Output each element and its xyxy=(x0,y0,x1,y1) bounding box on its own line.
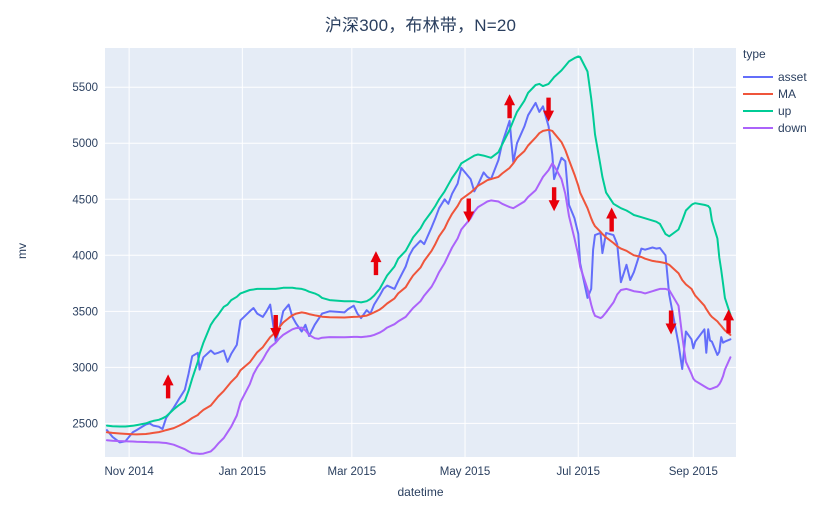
signal-arrow-down xyxy=(665,310,677,335)
y-tick-label: 4000 xyxy=(72,250,98,262)
down-line xyxy=(105,162,732,455)
x-tick-label: Sep 2015 xyxy=(669,466,718,478)
signal-arrow-down xyxy=(543,97,555,122)
chart-title: 沪深300，布林带，N=20 xyxy=(324,16,517,35)
legend-item-up[interactable]: up xyxy=(743,102,807,119)
y-tick-label: 4500 xyxy=(72,194,98,206)
plot-area[interactable] xyxy=(105,48,736,457)
legend-swatch-asset xyxy=(743,75,773,78)
x-tick-label: Nov 2014 xyxy=(105,466,155,478)
legend-items: asset MA up down xyxy=(743,68,807,136)
legend: type asset MA up down xyxy=(743,47,807,136)
asset-line xyxy=(105,101,732,444)
signal-arrow-up xyxy=(504,94,516,119)
signal-arrow-up xyxy=(370,251,382,276)
legend-swatch-MA xyxy=(743,92,773,95)
signal-arrow-down xyxy=(463,198,475,223)
signal-arrow-up xyxy=(162,374,174,399)
y-tick-label: 5500 xyxy=(72,82,98,94)
x-tick-label: May 2015 xyxy=(440,466,491,478)
legend-label: MA xyxy=(778,86,796,101)
up-line xyxy=(105,55,732,428)
y-tick-label: 3000 xyxy=(72,362,98,374)
legend-label: asset xyxy=(778,69,807,84)
x-tick-label: Jan 2015 xyxy=(219,466,266,478)
signal-arrow-down xyxy=(548,187,560,212)
legend-swatch-down xyxy=(743,126,773,129)
signal-arrow-up xyxy=(723,309,735,334)
legend-swatch-up xyxy=(743,109,773,112)
legend-item-MA[interactable]: MA xyxy=(743,85,807,102)
y-tick-label: 2500 xyxy=(72,418,98,430)
legend-item-down[interactable]: down xyxy=(743,119,807,136)
signal-arrow-down xyxy=(270,315,282,340)
x-tick-label: Mar 2015 xyxy=(328,466,377,478)
x-axis-label: datetime xyxy=(397,485,444,499)
legend-item-asset[interactable]: asset xyxy=(743,68,807,85)
y-tick-label: 3500 xyxy=(72,306,98,318)
x-tick-label: Jul 2015 xyxy=(557,466,600,478)
MA-line xyxy=(105,128,732,436)
legend-title: type xyxy=(743,47,766,61)
y-tick-label: 5000 xyxy=(72,138,98,150)
y-axis-label: mv xyxy=(15,243,29,259)
legend-label: down xyxy=(778,120,807,135)
signal-arrow-up xyxy=(606,207,618,232)
legend-label: up xyxy=(778,103,792,118)
